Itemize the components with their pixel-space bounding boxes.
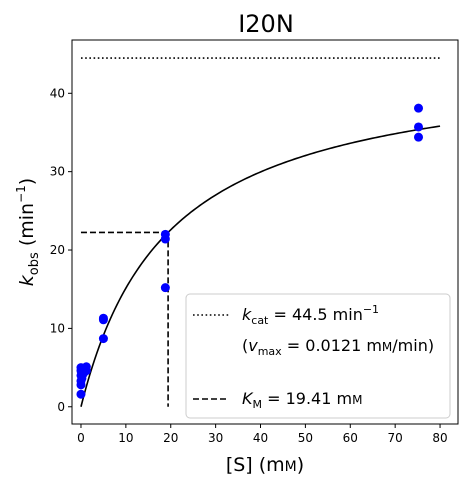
- legend-kcat-sub: cat: [251, 314, 269, 327]
- x-axis-label-close: ): [297, 454, 304, 476]
- y-axis-label-k: k: [16, 274, 38, 286]
- legend-kcat-k: k: [242, 305, 252, 324]
- y-axis-label-sup: −1: [14, 185, 28, 203]
- y-tick-label: 30: [50, 165, 65, 179]
- legend-vmax-label: (vmax = 0.0121 mM/min): [242, 336, 434, 358]
- x-tick-label: 80: [432, 431, 447, 445]
- x-axis-ticks: 0 10 20 30 40 50 60 70 80: [77, 424, 448, 445]
- y-axis-label: kobs (min−1): [14, 178, 42, 286]
- michaelis-menten-fit-curve: [80, 125, 441, 407]
- x-tick-label: 0: [77, 431, 85, 445]
- legend-vmax-v: v: [248, 336, 258, 355]
- y-tick-label: 20: [50, 243, 65, 257]
- data-point: [160, 283, 170, 293]
- legend-km-small: M: [352, 393, 362, 407]
- x-tick-label: 60: [343, 431, 358, 445]
- chart-title: I20N: [238, 10, 294, 38]
- reference-lines: [80, 57, 441, 407]
- x-axis-label-small-caps: M: [285, 459, 297, 475]
- legend-km-value: = 19.41 m: [262, 389, 352, 408]
- legend-vmax-rest: = 0.0121 m: [282, 336, 382, 355]
- legend-kcat-sup: −1: [363, 303, 379, 316]
- legend-km-sub: M: [253, 398, 263, 411]
- data-point: [414, 132, 424, 142]
- y-axis-label-sub: obs: [27, 252, 42, 275]
- data-points: [76, 103, 424, 399]
- legend-vmax-unit: /min): [392, 336, 434, 355]
- data-point: [98, 313, 108, 323]
- x-tick-label: 30: [208, 431, 223, 445]
- y-axis-label-close: ): [16, 178, 38, 185]
- x-tick-label: 50: [298, 431, 313, 445]
- x-tick-label: 20: [163, 431, 178, 445]
- data-point: [414, 103, 424, 113]
- legend-vmax-open: (: [242, 336, 248, 355]
- x-tick-label: 40: [253, 431, 268, 445]
- y-tick-label: 10: [50, 321, 65, 335]
- data-point: [98, 334, 108, 344]
- x-axis-label-main: [S] (m: [226, 454, 285, 476]
- y-axis-ticks: 0 10 20 30 40: [50, 86, 72, 414]
- legend-km-k: K: [242, 389, 254, 408]
- legend-kcat-value: = 44.5 min: [268, 305, 362, 324]
- legend-vmax-small: M: [382, 340, 392, 354]
- legend-box: [185, 293, 451, 419]
- data-point: [81, 362, 91, 372]
- y-axis-label-unit: (min: [16, 203, 38, 252]
- legend: kcat = 44.5 min−1 (vmax = 0.0121 mM/min)…: [185, 293, 451, 419]
- x-tick-label: 10: [118, 431, 133, 445]
- y-tick-label: 0: [57, 400, 65, 414]
- y-tick-label: 40: [50, 86, 65, 100]
- data-point: [414, 122, 424, 132]
- x-tick-label: 70: [388, 431, 403, 445]
- legend-km-label: KM = 19.41 mM: [242, 389, 362, 411]
- plot-frame: [71, 39, 459, 425]
- legend-vmax-sub: max: [258, 345, 282, 358]
- data-point: [76, 389, 86, 399]
- legend-kcat-label: kcat = 44.5 min−1: [242, 303, 379, 327]
- fit-layer: [80, 125, 441, 407]
- x-axis-label: [S] (mM): [226, 454, 304, 476]
- data-point: [160, 229, 170, 239]
